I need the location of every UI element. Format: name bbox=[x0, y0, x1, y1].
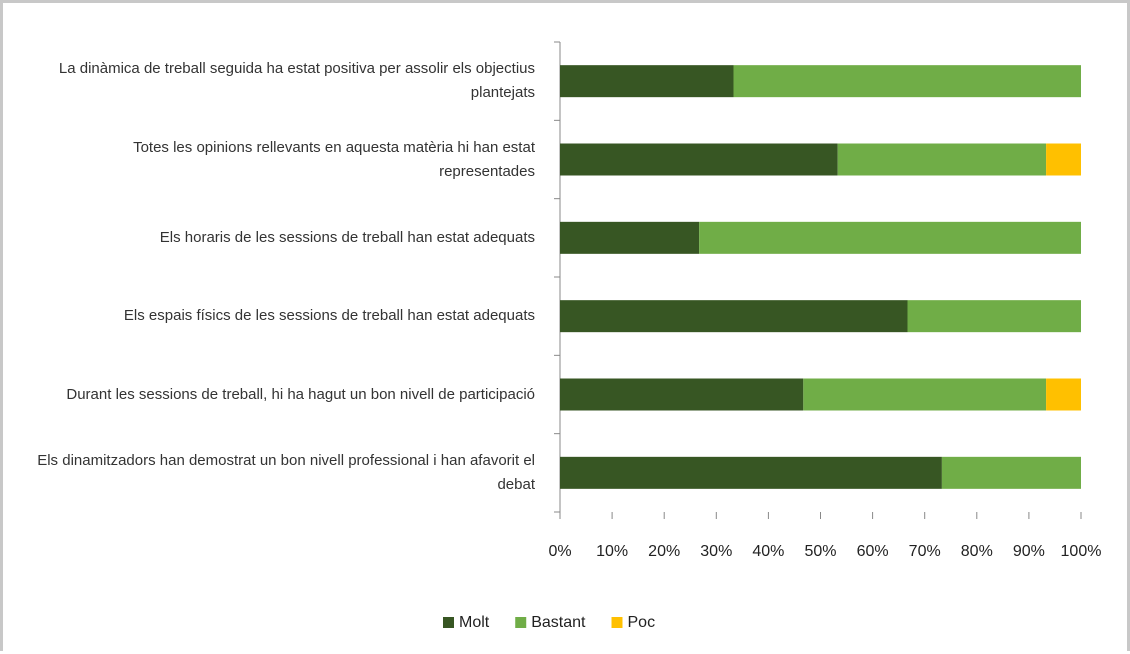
category-label: Els dinamitzadors han demostrat un bon n… bbox=[37, 451, 535, 493]
category-label: La dinàmica de treball seguida ha estat … bbox=[58, 60, 535, 102]
legend-swatch bbox=[515, 617, 527, 628]
x-tick-label: 40% bbox=[752, 543, 784, 560]
plot: 0% 10% 20% 30% 40% 50% 60% 70% 80% 90% 100% Molt Bas… bbox=[443, 41, 1102, 631]
bar-segment bbox=[560, 221, 700, 254]
x-tick-label: 50% bbox=[804, 543, 836, 560]
bar-segment bbox=[560, 378, 804, 411]
bar-segment bbox=[1046, 143, 1081, 176]
x-tick-label: 60% bbox=[857, 543, 889, 560]
bar-segment bbox=[560, 456, 942, 489]
bar-segment bbox=[560, 300, 908, 333]
legend-swatch bbox=[611, 617, 623, 628]
bar-segment bbox=[1046, 378, 1081, 411]
bar-segment bbox=[699, 221, 1081, 254]
bar-segment bbox=[803, 378, 1047, 411]
bar-segment bbox=[907, 300, 1081, 333]
x-tick-label: 20% bbox=[648, 543, 680, 560]
category-label: Totes les opinions rellevants en aquesta… bbox=[133, 138, 535, 180]
x-tick-label: 80% bbox=[961, 543, 993, 560]
x-tick-label: 100% bbox=[1061, 543, 1102, 560]
legend-swatch bbox=[443, 617, 454, 628]
legend-label: Bastant bbox=[531, 614, 586, 631]
bar-segment bbox=[733, 65, 1081, 98]
category-label: Els horaris de les sessions de treball h… bbox=[159, 228, 535, 246]
category-label: Els espais físics de les sessions de tre… bbox=[123, 307, 535, 325]
x-tick-label: 90% bbox=[1013, 543, 1045, 560]
bar-segment bbox=[837, 143, 1047, 176]
bar-segment bbox=[941, 456, 1081, 489]
x-tick-label: 0% bbox=[548, 543, 571, 560]
bar-segment bbox=[560, 65, 734, 98]
x-tick-label: 30% bbox=[700, 543, 732, 560]
legend-label: Poc bbox=[628, 614, 656, 631]
x-tick-label: 10% bbox=[596, 543, 628, 560]
bar-segment bbox=[560, 143, 838, 176]
category-label: Durant les sessions de treball, hi ha ha… bbox=[66, 385, 535, 403]
x-tick-label: 70% bbox=[909, 543, 941, 560]
legend-label: Molt bbox=[459, 614, 490, 631]
